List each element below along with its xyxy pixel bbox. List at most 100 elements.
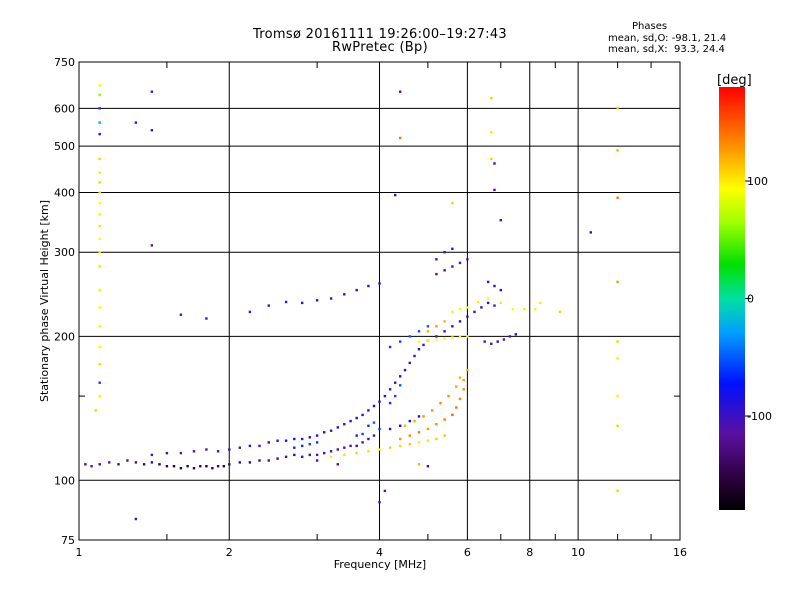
- data-point: [199, 465, 202, 468]
- data-point: [172, 465, 176, 468]
- phases-o-stats: mean, sd,O: -98.1, 21.4: [608, 33, 727, 44]
- data-point: [150, 129, 154, 132]
- data-point: [276, 439, 279, 442]
- data-point: [462, 388, 465, 391]
- data-point: [150, 461, 154, 464]
- data-point: [98, 265, 101, 268]
- data-point: [186, 465, 189, 468]
- data-point: [315, 459, 319, 462]
- data-point: [435, 258, 438, 261]
- x-tick-label: 4: [376, 546, 383, 559]
- y-tick-label: 600: [54, 102, 75, 115]
- chart-subtitle: RwPretec (Bp): [332, 40, 428, 55]
- data-point: [466, 335, 469, 338]
- data-point: [98, 132, 101, 136]
- data-point: [98, 306, 101, 309]
- data-point: [466, 368, 469, 372]
- data-point: [616, 424, 619, 427]
- data-point: [486, 301, 490, 305]
- data-point: [399, 424, 402, 427]
- data-point: [558, 310, 562, 314]
- data-point: [367, 437, 370, 441]
- data-point: [589, 231, 592, 234]
- data-point: [98, 191, 101, 194]
- data-point: [486, 297, 490, 300]
- data-point: [486, 280, 490, 284]
- data-point: [142, 463, 146, 466]
- data-point: [383, 394, 387, 398]
- data-point: [426, 427, 430, 431]
- x-tick-label: 10: [571, 546, 585, 559]
- y-tick-label: 200: [54, 330, 75, 343]
- data-point: [158, 463, 161, 466]
- data-point: [435, 325, 438, 328]
- data-point: [383, 489, 387, 493]
- y-axis-label: Stationary phase Virtual Height [km]: [38, 200, 51, 402]
- data-point: [98, 213, 101, 216]
- data-point: [490, 130, 493, 134]
- data-point: [336, 426, 339, 429]
- data-point: [458, 335, 462, 338]
- data-point: [490, 342, 493, 345]
- y-tick-label: 100: [54, 474, 75, 487]
- data-point: [205, 465, 208, 468]
- phases-x-stats: mean, sd,X: 93.3, 24.4: [608, 44, 725, 55]
- data-point: [343, 446, 346, 449]
- y-tick-label: 300: [54, 246, 75, 259]
- data-point: [98, 325, 101, 328]
- data-point: [426, 439, 430, 442]
- data-point: [367, 424, 370, 427]
- data-point: [439, 401, 442, 405]
- data-point: [108, 461, 111, 464]
- data-point: [399, 444, 402, 448]
- data-point: [499, 288, 502, 292]
- data-point: [355, 451, 358, 455]
- data-point: [90, 465, 93, 468]
- x-axis-label: Frequency [MHz]: [334, 558, 426, 571]
- data-point: [496, 340, 499, 343]
- data-point: [388, 388, 392, 391]
- data-point: [408, 361, 411, 365]
- data-point: [238, 461, 241, 464]
- data-point: [422, 343, 425, 347]
- phases-heading: Phases: [632, 21, 668, 32]
- colorbar-label: [deg]: [717, 73, 752, 88]
- data-point: [238, 446, 241, 449]
- data-point: [98, 121, 101, 124]
- data-point: [205, 317, 208, 320]
- data-point: [451, 310, 454, 314]
- data-point: [134, 121, 138, 124]
- data-point: [276, 457, 279, 460]
- data-point: [329, 450, 333, 453]
- data-point: [150, 244, 154, 247]
- data-point: [378, 501, 381, 504]
- data-point: [378, 282, 381, 285]
- data-point: [216, 450, 220, 453]
- data-point: [301, 301, 304, 305]
- data-point: [84, 463, 87, 466]
- plot-frame: [78, 61, 681, 541]
- data-point: [192, 450, 196, 453]
- data-point: [179, 467, 183, 470]
- data-point: [417, 441, 421, 444]
- data-point: [451, 413, 454, 417]
- data-point: [413, 354, 416, 358]
- data-point: [539, 301, 542, 305]
- data-point: [417, 348, 421, 351]
- x-tick-label: 2: [226, 546, 233, 559]
- data-point: [343, 423, 346, 426]
- data-point: [267, 441, 270, 444]
- data-point: [308, 436, 311, 439]
- data-point: [493, 304, 496, 307]
- data-point: [228, 463, 231, 466]
- data-point: [248, 310, 252, 314]
- data-point: [616, 107, 619, 110]
- x-tick-label: 6: [464, 546, 471, 559]
- data-point: [451, 265, 454, 268]
- data-point: [98, 93, 101, 97]
- data-point: [508, 335, 512, 338]
- data-point: [372, 404, 376, 408]
- data-point: [355, 434, 358, 437]
- data-point: [150, 453, 154, 457]
- data-point: [323, 451, 326, 455]
